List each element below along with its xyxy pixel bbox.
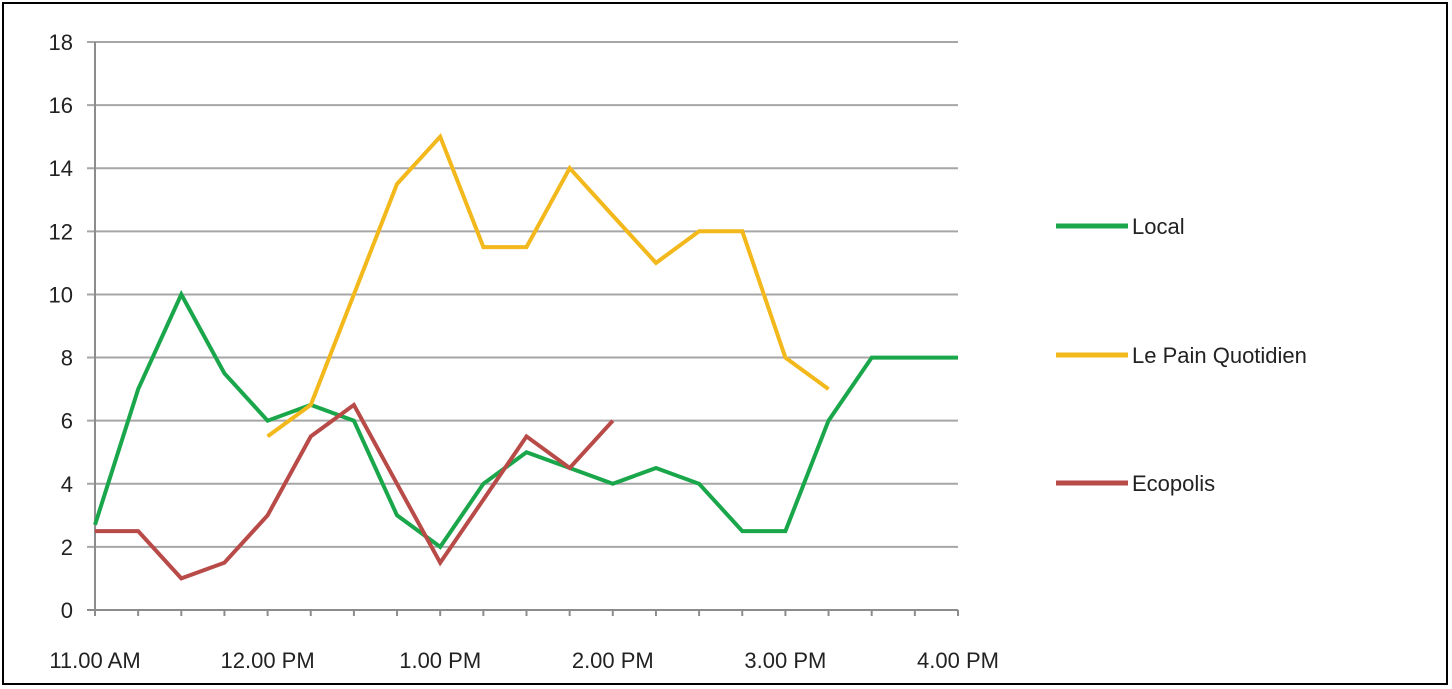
x-tick-label: 1.00 PM bbox=[399, 648, 481, 673]
x-tick-label: 11.00 AM bbox=[49, 648, 140, 673]
legend: Local Le Pain Quotidien Ecopolis bbox=[1056, 214, 1307, 496]
x-tick-label: 3.00 PM bbox=[744, 648, 826, 673]
grid bbox=[87, 41, 958, 611]
y-tick-label: 0 bbox=[61, 598, 73, 623]
y-tick-label: 6 bbox=[61, 409, 73, 434]
x-tick-label: 2.00 PM bbox=[572, 648, 654, 673]
y-tick-label: 4 bbox=[61, 472, 73, 497]
y-tick-label: 8 bbox=[61, 346, 73, 371]
y-tick-label: 14 bbox=[49, 156, 73, 181]
x-tick-label: 4.00 PM bbox=[917, 648, 999, 673]
legend-label-ecopolis: Ecopolis bbox=[1132, 471, 1215, 496]
series-line-ecopolis bbox=[95, 401, 615, 581]
x-tick-label: 12.00 PM bbox=[221, 648, 315, 673]
legend-label-local: Local bbox=[1132, 214, 1185, 239]
x-axis: 11.00 AM 12.00 PM 1.00 PM 2.00 PM 3.00 PM 4.0… bbox=[49, 610, 999, 673]
y-tick-label: 10 bbox=[49, 282, 73, 307]
y-tick-label: 12 bbox=[49, 219, 73, 244]
series-group bbox=[93, 132, 958, 581]
legend-label-le-pain-quotidien: Le Pain Quotidien bbox=[1132, 343, 1307, 368]
y-tick-label: 18 bbox=[49, 30, 73, 55]
y-tick-label: 16 bbox=[49, 93, 73, 118]
y-tick-label: 2 bbox=[61, 535, 73, 560]
y-axis: 0 2 4 6 8 10 12 14 16 18 bbox=[49, 30, 73, 623]
series-line-local bbox=[93, 289, 958, 550]
series-line-le-pain-quotidien bbox=[266, 132, 830, 439]
